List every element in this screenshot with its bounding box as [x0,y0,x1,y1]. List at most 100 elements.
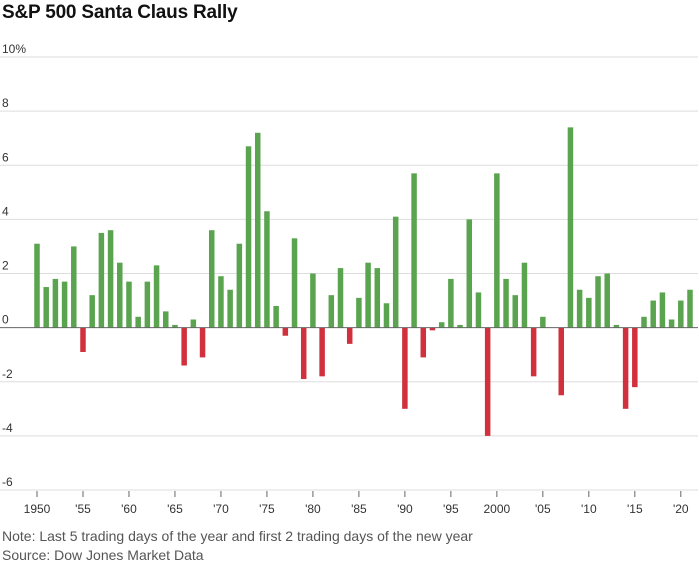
x-tick-label: '20 [673,502,689,516]
bar [530,327,537,377]
bar [328,295,335,328]
y-tick-label: -2 [2,367,13,381]
bar [475,292,482,328]
bar [337,268,344,328]
bar [236,243,243,328]
bar [218,276,224,328]
bar [107,230,114,328]
bar [208,230,215,328]
bar [650,300,656,328]
bar [254,132,261,328]
bar [392,216,399,328]
bar [567,127,574,328]
bar [71,246,77,328]
bar [678,300,684,328]
bar [622,327,629,409]
bar [245,146,252,328]
bar [43,287,49,328]
y-tick-label: 4 [2,204,9,218]
x-tick-label: '80 [305,502,321,516]
bar [356,297,362,328]
bar [540,316,546,328]
y-tick-label: 2 [2,259,9,273]
y-tick-label: 0 [2,313,9,327]
bar [586,297,592,328]
bar [668,319,675,328]
x-tick-label: 1950 [24,502,51,516]
bar [227,289,233,328]
bar [135,316,141,328]
bar [484,327,491,436]
bar [613,324,620,328]
bar [264,211,270,328]
bar [374,268,381,328]
y-tick-label: 6 [2,150,9,164]
gridlines [0,56,698,491]
x-tick-label: 2000 [484,502,511,516]
bar [34,243,40,328]
bar [98,232,105,328]
x-tick-label: '10 [581,502,597,516]
x-tick-label: '60 [121,502,137,516]
bar [181,327,187,366]
bar-chart: -6 -4 -2 0 2 4 6 8 10% 1950 '55 '60 '65 '70 '75 '80 '85… [0,42,698,516]
bar [604,273,610,328]
x-tick-label: '05 [535,502,551,516]
y-tick-label: 10% [2,42,26,56]
bar [80,327,86,352]
bar [595,276,601,328]
y-tick-label: 8 [2,96,9,110]
x-tick-label: '75 [259,502,275,516]
bar [365,262,371,328]
bar [163,311,169,328]
bar [300,327,307,380]
bar [153,265,160,328]
x-tick-label: '95 [443,502,459,516]
bar [420,327,427,358]
bar [632,327,638,388]
x-tick-label: '70 [213,502,229,516]
x-tick-label: '55 [75,502,91,516]
bar [52,278,59,328]
bar [144,281,151,328]
footnote: Note: Last 5 trading days of the year an… [2,528,473,544]
bar [494,173,500,328]
bar [190,319,197,328]
bar [172,324,178,328]
bar [310,273,316,328]
y-tick-label: -6 [2,475,13,489]
bar [346,327,353,344]
bar [199,327,206,358]
x-tick-label: '90 [397,502,413,516]
bar [61,281,68,328]
bar [383,303,390,328]
bar [457,324,463,328]
bar [117,262,123,328]
bar [659,292,666,328]
bar [503,278,509,328]
bar [273,305,279,328]
bar [466,219,473,328]
x-tick-label: '15 [627,502,643,516]
bar [402,327,408,409]
bar [521,262,528,328]
y-tick-label: -4 [2,421,13,435]
chart-title: S&P 500 Santa Claus Rally [2,2,238,23]
x-axis-labels: 1950 '55 '60 '65 '70 '75 '80 '85 '90 '95 2000 '05 '1… [24,491,689,516]
bar [576,289,583,328]
bar [411,173,417,328]
bar [282,327,289,336]
bar [319,327,325,377]
bar [512,295,519,328]
bar [687,289,693,328]
bar [126,281,132,328]
x-tick-label: '65 [167,502,183,516]
bar [558,327,564,396]
bar [429,327,436,331]
x-tick-label: '85 [351,502,367,516]
bar [641,316,647,328]
source-note: Source: Dow Jones Market Data [2,547,204,563]
bar [89,295,95,328]
y-axis-labels: -6 -4 -2 0 2 4 6 8 10% [2,42,26,489]
bars [34,127,693,436]
